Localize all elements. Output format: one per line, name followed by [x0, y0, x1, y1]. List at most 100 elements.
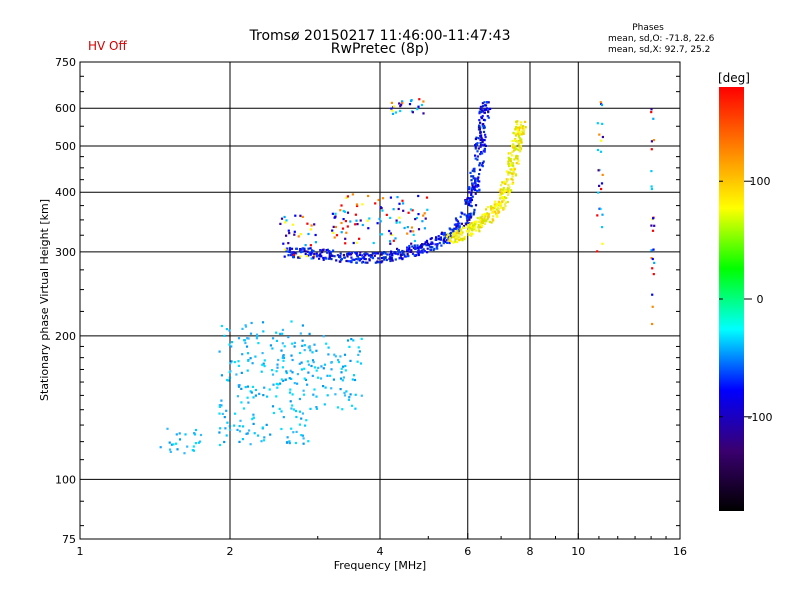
- echo-point: [345, 259, 348, 263]
- echo-point: [368, 259, 371, 262]
- echo-point: [287, 242, 290, 245]
- echo-point: [282, 354, 285, 357]
- echo-point: [507, 163, 510, 166]
- echo-point: [652, 248, 655, 251]
- echo-point: [479, 153, 482, 156]
- echo-point: [292, 408, 295, 411]
- echo-point: [337, 361, 340, 364]
- echo-point: [353, 251, 357, 254]
- echo-point: [433, 247, 436, 251]
- echo-point: [466, 229, 469, 232]
- echo-point: [306, 360, 309, 363]
- echo-point: [508, 165, 511, 168]
- echo-point: [520, 140, 523, 143]
- echo-point: [409, 208, 413, 211]
- echo-point: [467, 213, 470, 216]
- echo-point: [458, 229, 461, 232]
- echo-point: [360, 257, 363, 261]
- echo-point: [482, 130, 486, 133]
- echo-point: [468, 225, 471, 228]
- echo-point: [309, 247, 312, 250]
- echo-point: [482, 105, 485, 108]
- echo-point: [482, 218, 486, 221]
- echo-point: [473, 208, 476, 211]
- echo-point: [478, 162, 481, 165]
- echo-point: [344, 220, 347, 223]
- colorbar-tick-label: 0: [757, 293, 764, 306]
- echo-point: [505, 180, 509, 183]
- echo-point: [499, 190, 502, 193]
- echo-point: [315, 406, 318, 409]
- echo-point: [439, 237, 442, 240]
- echo-point: [277, 358, 280, 362]
- echo-point: [230, 345, 233, 348]
- echo-point: [495, 204, 498, 207]
- echo-point: [423, 212, 426, 215]
- echo-point: [506, 190, 509, 193]
- echo-point: [397, 249, 400, 252]
- echo-point: [194, 428, 198, 432]
- echo-point: [252, 422, 255, 425]
- echo-point: [504, 188, 507, 192]
- echo-point: [491, 211, 494, 214]
- echo-point: [254, 388, 257, 392]
- echo-point: [490, 207, 493, 210]
- echo-point: [505, 178, 508, 181]
- echo-point: [361, 261, 364, 264]
- echo-point: [333, 216, 336, 219]
- echo-point: [507, 178, 510, 181]
- echo-point: [447, 234, 450, 237]
- echo-point: [394, 111, 397, 114]
- echo-point: [485, 220, 488, 223]
- echo-point: [426, 242, 429, 245]
- echo-point: [345, 196, 348, 199]
- echo-point: [461, 237, 464, 240]
- echo-point: [426, 208, 429, 211]
- echo-point: [490, 221, 493, 224]
- echo-point: [306, 383, 309, 386]
- echo-point: [485, 208, 488, 211]
- echo-point: [361, 203, 364, 206]
- echo-point: [507, 183, 510, 186]
- echo-point: [483, 143, 486, 146]
- echo-point: [511, 175, 514, 178]
- echo-point: [234, 412, 237, 415]
- echo-point: [651, 322, 654, 326]
- echo-point: [508, 157, 511, 161]
- echo-point: [411, 252, 415, 255]
- echo-point: [497, 208, 500, 211]
- echo-point: [228, 343, 231, 346]
- echo-point: [345, 390, 348, 393]
- echo-point: [246, 352, 250, 355]
- echo-point: [425, 241, 428, 244]
- echo-point: [389, 232, 392, 235]
- echo-point: [516, 157, 519, 160]
- echo-point: [436, 244, 439, 247]
- echo-point: [508, 190, 512, 193]
- echo-point: [245, 432, 248, 435]
- echo-point: [510, 177, 513, 180]
- echo-point: [290, 407, 293, 410]
- echo-point: [332, 249, 335, 252]
- echo-point: [377, 198, 380, 202]
- x-tick-label: 8: [527, 545, 534, 558]
- echo-point: [350, 404, 354, 407]
- echo-point: [651, 293, 654, 296]
- echo-point: [191, 449, 194, 452]
- echo-point: [279, 222, 282, 225]
- echo-point: [471, 185, 474, 189]
- echo-point: [449, 228, 452, 231]
- echo-point: [391, 112, 395, 115]
- echo-point: [279, 382, 282, 385]
- echo-point: [461, 239, 464, 242]
- echo-point: [388, 257, 391, 260]
- echo-point: [236, 395, 239, 398]
- echo-point: [476, 183, 480, 187]
- echo-point: [481, 102, 484, 105]
- echo-point: [479, 216, 482, 219]
- echo-point: [374, 202, 377, 205]
- echo-point: [247, 337, 250, 340]
- echo-point: [291, 371, 294, 374]
- echo-point: [384, 252, 387, 255]
- echo-point: [462, 225, 466, 228]
